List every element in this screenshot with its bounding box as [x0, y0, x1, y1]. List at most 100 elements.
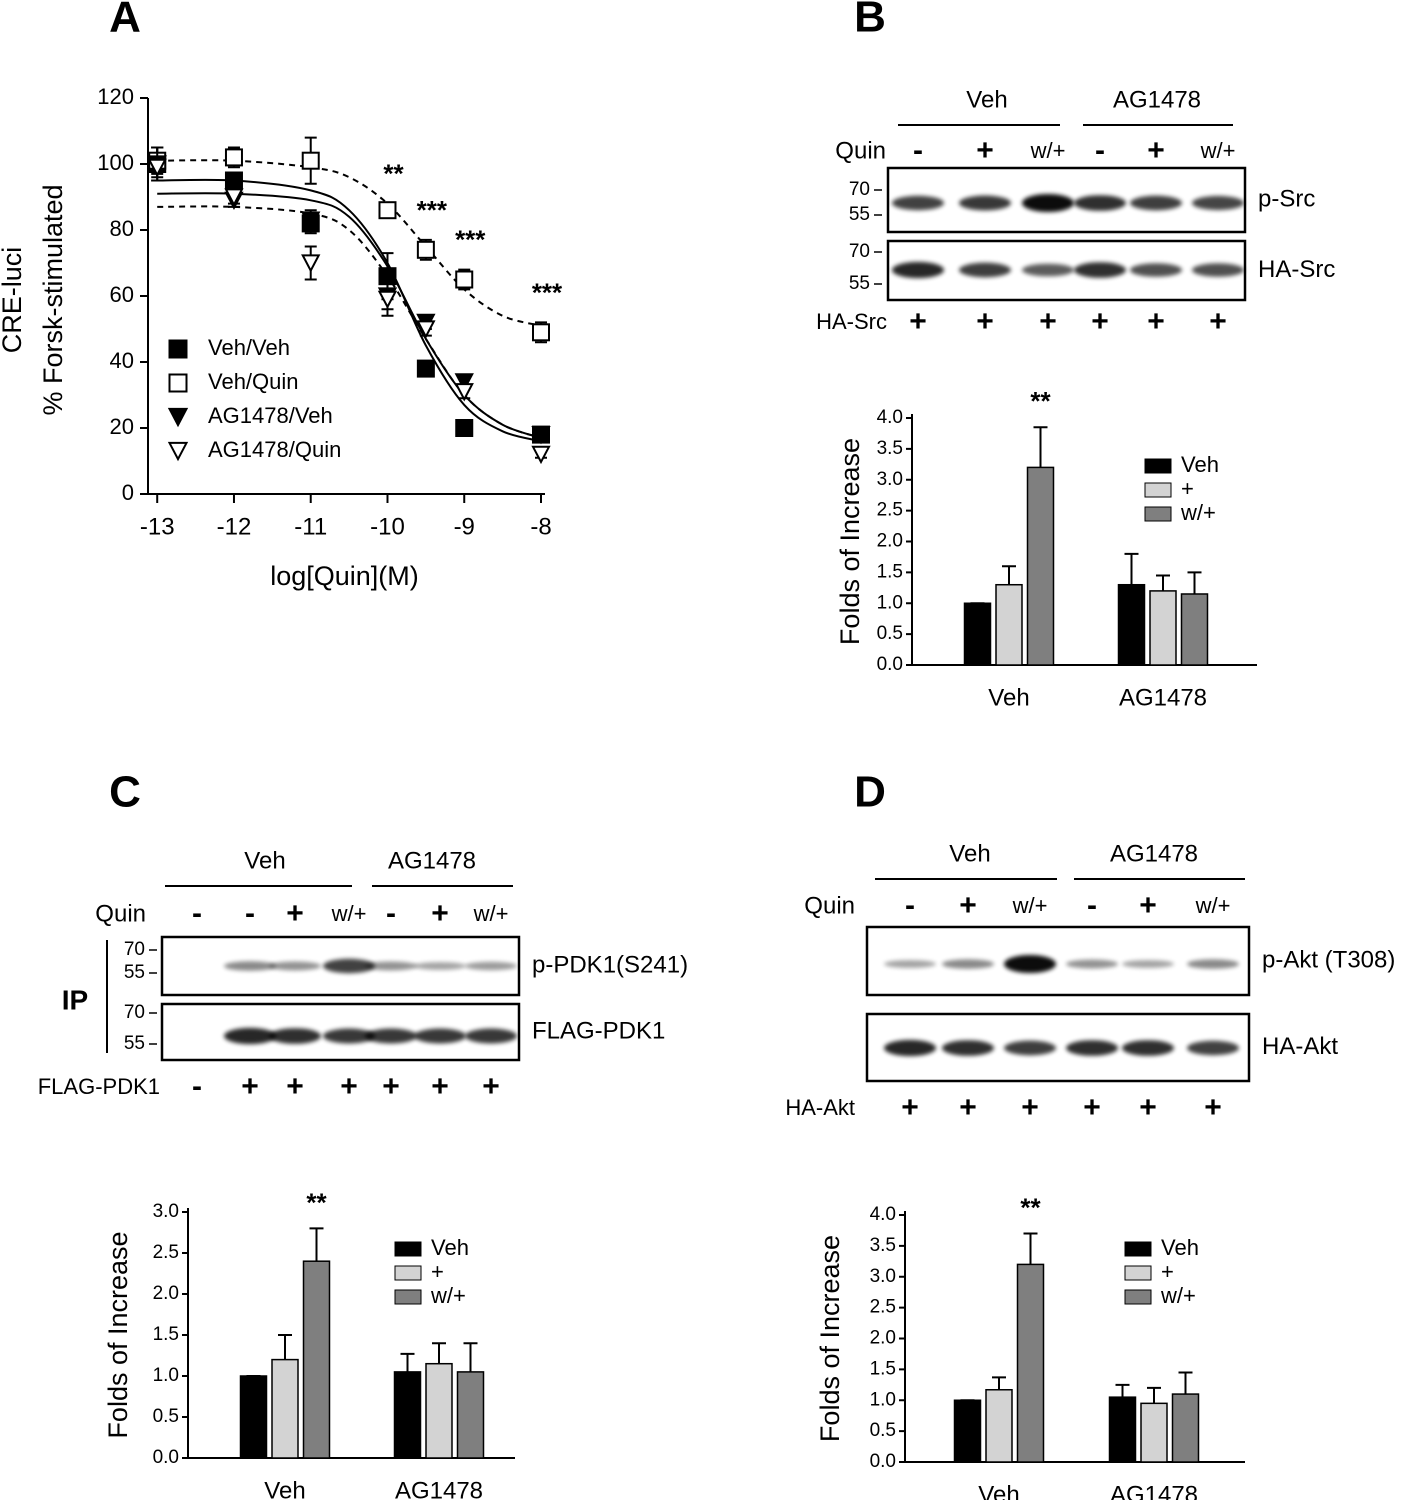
lane-symbol: +: [1139, 889, 1157, 922]
data-point: [416, 359, 435, 378]
fit-curve: [157, 205, 542, 439]
fit-curve: [157, 192, 542, 439]
data-point: [224, 148, 243, 167]
blot-band: [414, 962, 466, 970]
transfection-symbol: +: [431, 1070, 449, 1103]
lane-symbol: +: [959, 889, 977, 922]
y-axis-label: CRE-luci: [0, 247, 27, 354]
group-label: AG1478: [1110, 840, 1198, 867]
legend-swatch: [1144, 506, 1172, 522]
x-tick-label: AG1478: [1119, 684, 1207, 711]
y-tick-label: 20: [110, 414, 134, 439]
panel-letter: C: [109, 768, 141, 817]
legend-marker: [167, 441, 189, 462]
y-tick-label: 1.0: [153, 1365, 179, 1386]
lane-symbol: +: [1147, 134, 1165, 167]
data-point: [301, 254, 321, 273]
blot-band: [323, 1028, 375, 1044]
bar: [239, 1375, 268, 1459]
error-bar: [400, 1352, 415, 1372]
error-bar: [1023, 1232, 1038, 1265]
error-bar: [278, 1334, 292, 1360]
bar: [456, 1371, 485, 1459]
bar: [1117, 583, 1146, 666]
legend-label: Veh/Quin: [208, 369, 299, 394]
bar: [995, 583, 1023, 666]
transfection-symbol: +: [976, 305, 994, 338]
bar: [963, 602, 992, 666]
y-tick-label: 60: [110, 282, 134, 307]
error-bar: [432, 1342, 446, 1364]
legend-label: +: [1181, 476, 1194, 501]
y-tick-label: 100: [97, 150, 134, 175]
blot-band: [892, 261, 944, 279]
legend-swatch: [394, 1265, 422, 1281]
data-point: [454, 373, 474, 392]
x-tick-label: -9: [454, 513, 475, 540]
y-tick-label: 0.5: [870, 1420, 896, 1441]
row-label: Quin: [95, 900, 146, 927]
bar: [425, 1362, 453, 1459]
blot-band: [884, 960, 936, 968]
y-tick-label: 3.5: [870, 1235, 896, 1256]
lane-symbol: w/+: [1030, 138, 1066, 163]
mw-marker: 70: [849, 241, 870, 262]
lane-symbol: w/+: [1200, 138, 1236, 163]
blot-band: [1187, 959, 1239, 969]
x-tick-label: -13: [140, 513, 175, 540]
lane-symbol: -: [386, 897, 396, 930]
blot-band: [959, 195, 1011, 211]
significance-label: **: [1020, 1192, 1041, 1222]
blot-band: [1022, 263, 1074, 277]
bar: [953, 1399, 982, 1463]
y-tick-label: 80: [110, 216, 134, 241]
legend-swatch: [1124, 1265, 1152, 1281]
blot-band: [1192, 263, 1244, 277]
x-tick-label: Veh: [978, 1481, 1019, 1500]
error-bar: [1002, 565, 1016, 585]
blot-band: [1130, 263, 1182, 277]
y-tick-label: 4.0: [877, 407, 903, 428]
legend-swatch: [1124, 1241, 1152, 1257]
error-bar: [1178, 1371, 1193, 1395]
y-tick-label: 3.5: [877, 438, 903, 459]
y-tick-label: 1.0: [870, 1389, 896, 1410]
blot-band: [414, 1028, 466, 1044]
lane-symbol: -: [1087, 889, 1097, 922]
transfection-symbol: +: [959, 1091, 977, 1124]
data-point: [455, 419, 474, 437]
significance-label: ***: [455, 224, 486, 254]
band-label: HA-Akt: [1262, 1033, 1338, 1060]
transfection-symbol: +: [1083, 1091, 1101, 1124]
panel-letter: D: [854, 768, 886, 817]
row-label: Quin: [804, 892, 855, 919]
bar: [1016, 1263, 1045, 1463]
transfection-label: HA-Akt: [785, 1095, 855, 1120]
bar: [1180, 593, 1209, 666]
y-tick-label: 120: [97, 84, 134, 109]
transfection-symbol: +: [382, 1070, 400, 1103]
y-axis-label: Folds of Increase: [103, 1231, 133, 1438]
transfection-symbol: +: [1147, 305, 1165, 338]
y-tick-label: 2.0: [153, 1283, 179, 1304]
data-point: [301, 151, 320, 170]
x-tick-label: Veh: [988, 684, 1029, 711]
x-tick-label: -8: [530, 513, 551, 540]
lane-symbol: -: [913, 134, 923, 167]
significance-label: ***: [417, 195, 448, 225]
x-tick-label: AG1478: [1110, 1481, 1198, 1500]
y-tick-label: 1.5: [153, 1324, 179, 1345]
significance-label: **: [306, 1187, 327, 1217]
blot-band: [1004, 955, 1056, 973]
panel-letter: A: [109, 0, 141, 42]
y-tick-label: 1.0: [877, 592, 903, 613]
mw-marker: 70: [849, 179, 870, 200]
blot-band: [1066, 1040, 1118, 1056]
mw-marker: 55: [124, 1033, 145, 1054]
y-tick-label: 2.0: [870, 1328, 896, 1349]
blot-frame: [865, 925, 1251, 997]
band-label: p-Akt (T308): [1262, 946, 1395, 973]
bar: [985, 1389, 1013, 1463]
legend-swatch: [1144, 482, 1172, 498]
